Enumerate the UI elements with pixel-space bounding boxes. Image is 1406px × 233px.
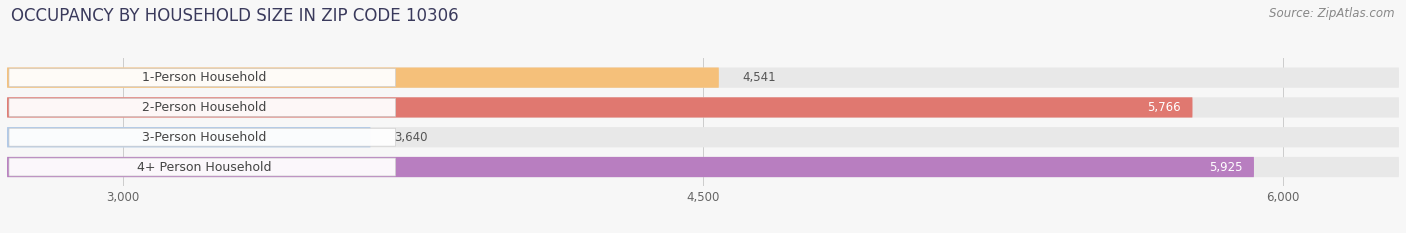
- Text: 3,640: 3,640: [394, 131, 427, 144]
- FancyBboxPatch shape: [8, 69, 395, 87]
- Text: 5,766: 5,766: [1147, 101, 1181, 114]
- Text: 2-Person Household: 2-Person Household: [142, 101, 266, 114]
- FancyBboxPatch shape: [7, 127, 1399, 147]
- Text: 4,541: 4,541: [742, 71, 776, 84]
- FancyBboxPatch shape: [7, 97, 1399, 118]
- FancyBboxPatch shape: [8, 158, 395, 176]
- Text: 4+ Person Household: 4+ Person Household: [136, 161, 271, 174]
- FancyBboxPatch shape: [7, 157, 1399, 177]
- Text: 1-Person Household: 1-Person Household: [142, 71, 266, 84]
- FancyBboxPatch shape: [7, 68, 1399, 88]
- Text: OCCUPANCY BY HOUSEHOLD SIZE IN ZIP CODE 10306: OCCUPANCY BY HOUSEHOLD SIZE IN ZIP CODE …: [11, 7, 458, 25]
- FancyBboxPatch shape: [7, 68, 718, 88]
- Text: 5,925: 5,925: [1209, 161, 1243, 174]
- Text: 3-Person Household: 3-Person Household: [142, 131, 266, 144]
- FancyBboxPatch shape: [7, 127, 371, 147]
- FancyBboxPatch shape: [7, 157, 1254, 177]
- Text: Source: ZipAtlas.com: Source: ZipAtlas.com: [1270, 7, 1395, 20]
- FancyBboxPatch shape: [7, 97, 1192, 118]
- FancyBboxPatch shape: [8, 128, 395, 146]
- FancyBboxPatch shape: [8, 99, 395, 116]
